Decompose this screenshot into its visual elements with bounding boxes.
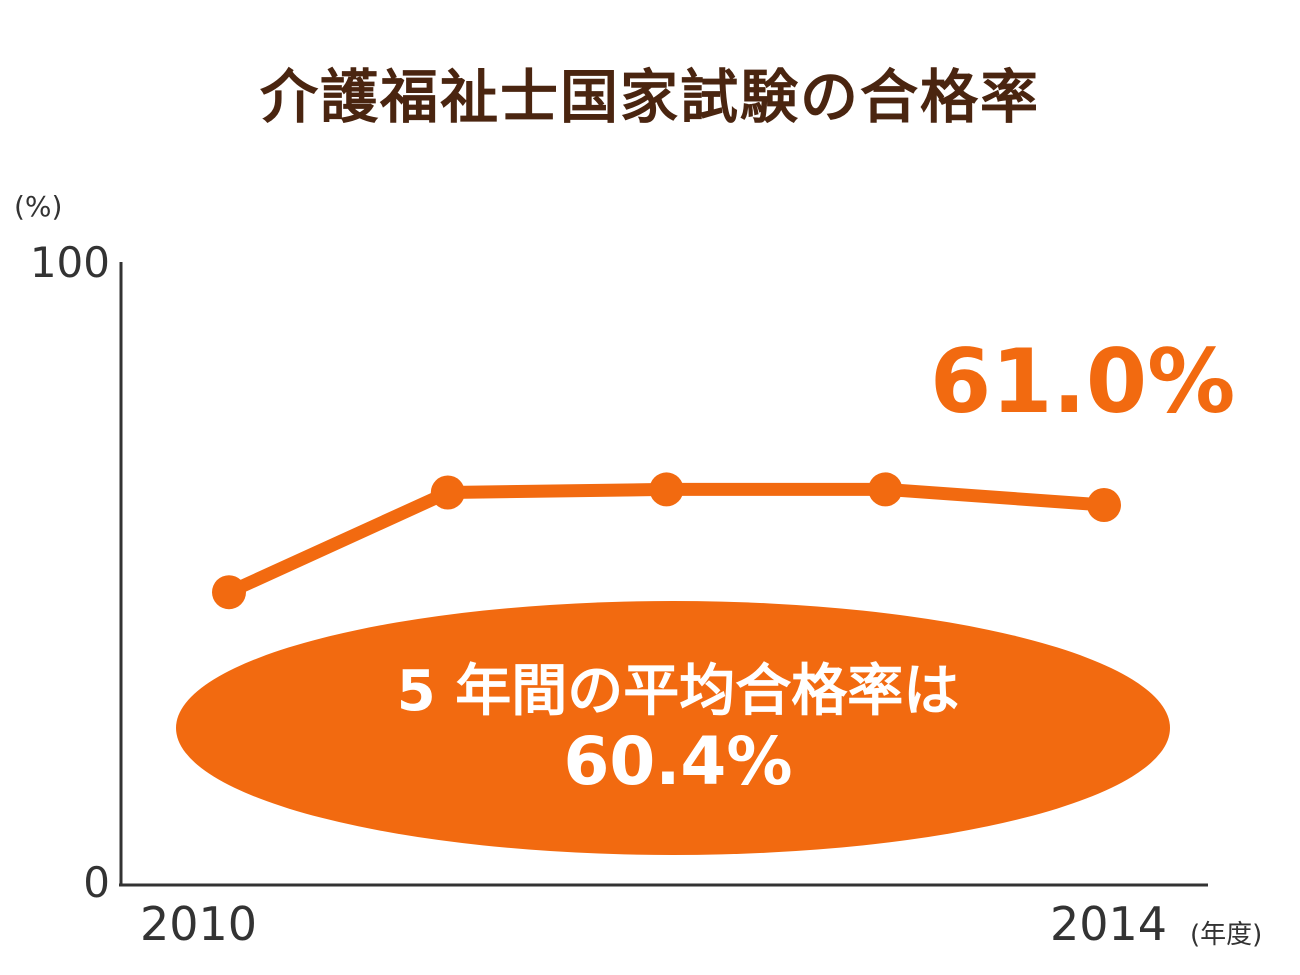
data-points xyxy=(212,472,1121,610)
average-callout-value: 60.4% xyxy=(563,723,793,801)
data-point-2012 xyxy=(649,472,684,507)
y-tick-100: 100 xyxy=(29,238,110,287)
data-point-2014 xyxy=(1087,488,1121,522)
y-axis-unit: (%) xyxy=(14,190,63,223)
y-tick-0: 0 xyxy=(83,858,110,907)
data-point-2010 xyxy=(212,575,246,610)
average-callout-line1: 5 年間の平均合格率は xyxy=(396,659,960,724)
x-tick-2014: 2014 xyxy=(1050,897,1168,951)
x-tick-2010: 2010 xyxy=(140,897,258,951)
average-callout-bubble xyxy=(176,601,1170,855)
data-point-2011 xyxy=(430,475,465,510)
chart-title: 介護福祉士国家試験の合格率 xyxy=(259,63,1040,131)
x-axis-unit: (年度) xyxy=(1190,920,1263,950)
average-callout-text: 5 年間の平均合格率は 60.4% xyxy=(178,659,1178,801)
data-point-2013 xyxy=(868,472,903,507)
latest-rate-label: 61.0% xyxy=(930,330,1236,433)
